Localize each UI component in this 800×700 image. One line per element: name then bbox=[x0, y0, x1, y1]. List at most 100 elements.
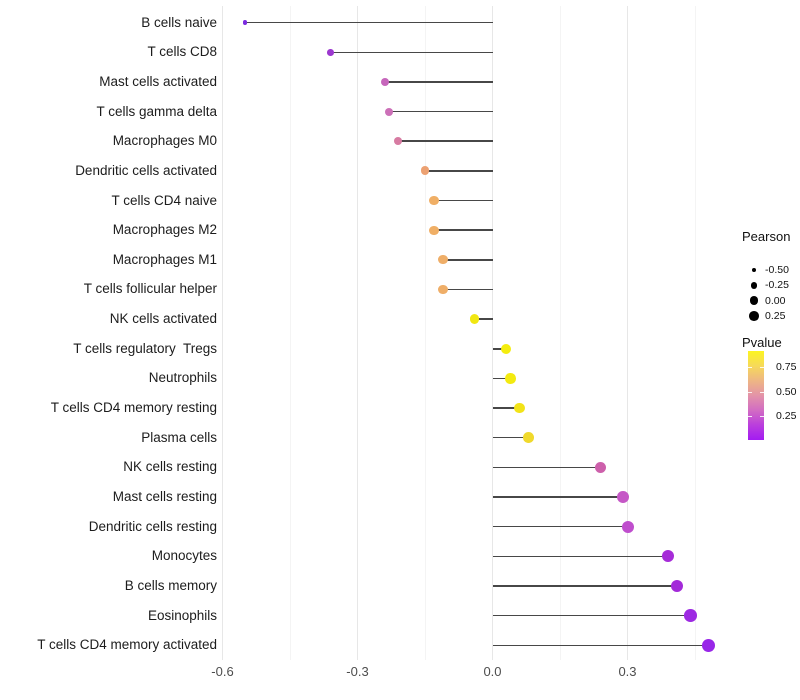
x-axis-tick-label: 0.3 bbox=[618, 664, 637, 679]
lollipop-point bbox=[670, 579, 684, 593]
legend-size-label: 0.00 bbox=[765, 294, 786, 307]
lollipop-point bbox=[420, 166, 430, 176]
y-axis-label: T cells CD4 memory activated bbox=[37, 637, 217, 653]
lollipop-point bbox=[500, 343, 512, 354]
lollipop-stem bbox=[434, 199, 493, 202]
lollipop-point bbox=[702, 638, 715, 652]
lollipop-point bbox=[514, 402, 525, 414]
lollipop-stem bbox=[492, 407, 520, 409]
y-axis-label: T cells CD4 memory resting bbox=[50, 400, 217, 416]
lollipop-stem bbox=[474, 318, 493, 320]
pvalue-colorbar: 0.75 0.50 0.25 bbox=[748, 351, 796, 440]
y-axis-label: Macrophages M0 bbox=[112, 133, 217, 149]
colorbar-tick-label: 0.75 bbox=[776, 361, 797, 373]
grid-major-line bbox=[357, 6, 358, 660]
colorbar-tick-left bbox=[748, 367, 752, 368]
y-axis-label: Plasma cells bbox=[141, 429, 217, 445]
lollipop-stem bbox=[492, 377, 511, 380]
lollipop-point bbox=[523, 432, 534, 444]
legend-pearson: Pearson -0.50 -0.25 0.00 0.25 bbox=[742, 229, 791, 322]
lollipop-point bbox=[429, 195, 439, 206]
lollipop-stem bbox=[389, 110, 493, 113]
lollipop-point bbox=[393, 137, 403, 146]
lollipop-stem bbox=[434, 229, 493, 231]
legend-size-label: 0.25 bbox=[765, 310, 786, 323]
y-axis-label: T cells regulatory Tregs bbox=[73, 340, 217, 356]
lollipop-point bbox=[380, 77, 389, 86]
lollipop-stem bbox=[384, 81, 493, 83]
legend-size-dot bbox=[749, 311, 759, 322]
y-axis-label: NK cells activated bbox=[109, 311, 217, 327]
lollipop-point bbox=[661, 550, 675, 563]
lollipop-stem bbox=[492, 496, 623, 498]
y-axis-label: Dendritic cells activated bbox=[75, 162, 217, 178]
colorbar-tick-right bbox=[760, 367, 764, 368]
legend-pvalue: Pvalue 0.75 0.50 0.25 bbox=[742, 335, 796, 440]
lollipop-stem bbox=[398, 140, 493, 142]
y-axis-label: T cells CD4 naive bbox=[111, 192, 217, 208]
grid-minor-line bbox=[289, 6, 291, 660]
lollipop-point bbox=[438, 284, 448, 295]
lollipop-stem bbox=[492, 466, 601, 469]
y-axis-label: Macrophages M2 bbox=[112, 222, 217, 238]
y-axis-label: T cells gamma delta bbox=[96, 103, 217, 119]
lollipop-stem bbox=[492, 555, 668, 558]
y-axis-label: B cells naive bbox=[141, 14, 217, 30]
lollipop-point bbox=[617, 491, 629, 503]
legend-pvalue-title: Pvalue bbox=[742, 335, 782, 350]
colorbar-tick-left bbox=[748, 415, 752, 417]
x-axis-tick-label: 0.0 bbox=[483, 664, 502, 679]
grid-major-line bbox=[492, 6, 493, 660]
legend-pearson-title: Pearson bbox=[742, 229, 791, 244]
lollipop-point bbox=[429, 225, 439, 235]
legend-size-label: -0.50 bbox=[765, 263, 789, 276]
y-axis-label: Monocytes bbox=[151, 548, 217, 564]
lollipop-stem bbox=[425, 170, 493, 172]
lollipop-stem bbox=[492, 585, 677, 587]
colorbar-tick-label: 0.50 bbox=[776, 385, 797, 398]
lollipop-point bbox=[594, 461, 607, 474]
y-axis-label: NK cells resting bbox=[123, 459, 217, 475]
lollipop-point bbox=[505, 373, 516, 384]
grid-minor-line bbox=[694, 6, 696, 660]
y-axis-label: Mast cells activated bbox=[99, 73, 217, 89]
legend-size-label: -0.25 bbox=[765, 279, 789, 292]
grid-minor-line bbox=[424, 6, 426, 660]
y-axis-label: T cells CD8 bbox=[147, 44, 217, 60]
y-axis-label: Macrophages M1 bbox=[112, 251, 217, 267]
lollipop-stem bbox=[492, 348, 506, 350]
x-axis-tick-label: -0.3 bbox=[346, 664, 369, 679]
y-axis-label: T cells follicular helper bbox=[83, 281, 217, 297]
legend-size-dot bbox=[751, 267, 757, 272]
x-axis-tick-label: -0.6 bbox=[211, 664, 234, 679]
lollipop-point bbox=[621, 520, 634, 533]
y-axis-label: Neutrophils bbox=[148, 370, 217, 386]
grid-major-line bbox=[627, 6, 628, 660]
lollipop-point bbox=[684, 609, 697, 622]
colorbar-tick-left bbox=[748, 391, 752, 393]
colorbar-tick-label: 0.25 bbox=[776, 409, 797, 422]
y-axis-label: Mast cells resting bbox=[112, 489, 217, 504]
y-axis-label: Dendritic cells resting bbox=[88, 518, 217, 534]
lollipop-point bbox=[438, 255, 448, 265]
grid-minor-line bbox=[559, 6, 561, 660]
lollipop-stem bbox=[245, 21, 493, 24]
lollipop-stem bbox=[492, 614, 691, 617]
y-axis-label: Eosinophils bbox=[147, 607, 217, 623]
lollipop-point bbox=[384, 107, 394, 116]
grid-major-line bbox=[222, 6, 223, 660]
lollipop-point bbox=[327, 48, 334, 56]
lollipop-point bbox=[242, 20, 248, 25]
colorbar-tick-right bbox=[760, 391, 764, 393]
lollipop-point bbox=[469, 314, 480, 325]
lollipop-stem bbox=[492, 644, 709, 646]
legend-size-dot bbox=[749, 296, 759, 306]
lollipop-stem bbox=[443, 259, 493, 261]
lollipop-stem bbox=[330, 51, 493, 53]
lollipop-stem bbox=[443, 288, 493, 291]
y-axis-label: B cells memory bbox=[124, 577, 217, 593]
colorbar-tick-right bbox=[760, 415, 764, 417]
lollipop-stem bbox=[492, 525, 628, 528]
lollipop-stem bbox=[492, 436, 529, 439]
